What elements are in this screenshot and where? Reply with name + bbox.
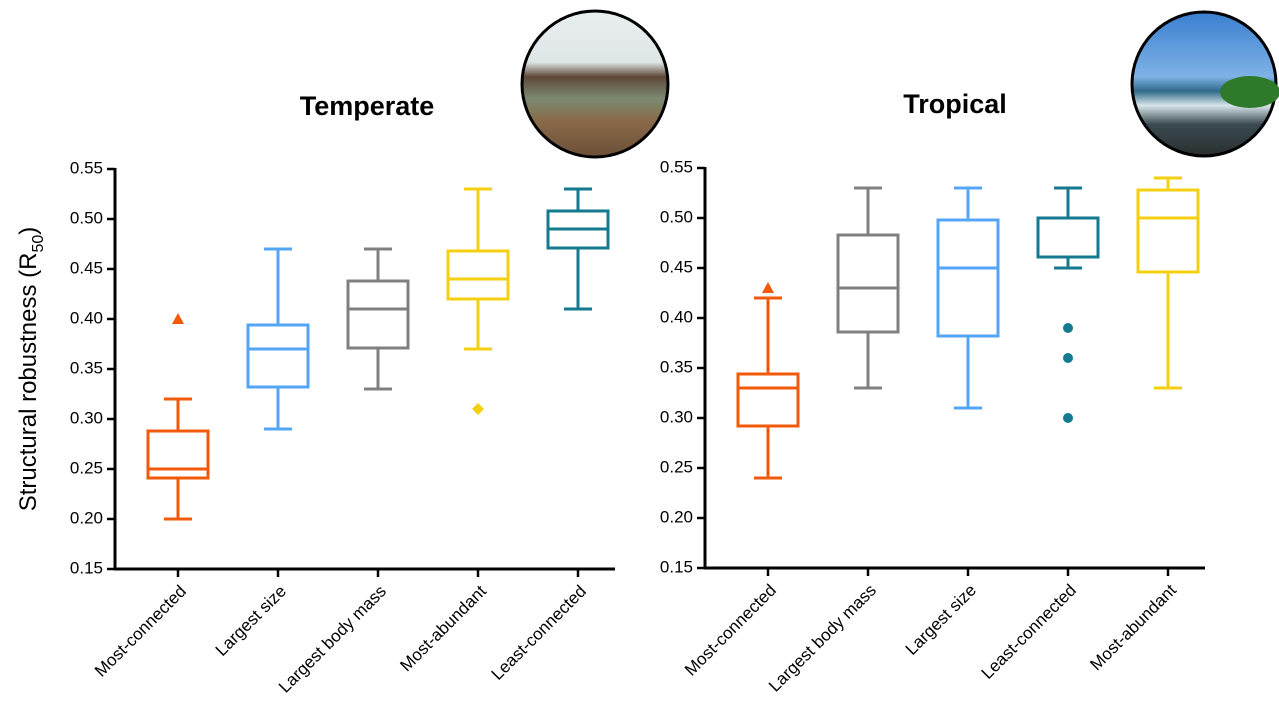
y-tick-label: 0.35: [70, 358, 103, 377]
outlier: [762, 282, 774, 293]
y-tick-label: 0.55: [70, 158, 103, 177]
chart-title: Tropical: [903, 89, 1007, 119]
box-plot: [346, 247, 410, 391]
box-plot: [736, 282, 800, 480]
photo-tropical: [1130, 10, 1279, 158]
box-plot: [836, 186, 900, 390]
y-tick-label: 0.30: [660, 407, 693, 426]
y-tick-label: 0.20: [70, 508, 103, 527]
box: [836, 233, 900, 334]
box: [1136, 188, 1200, 274]
x-tick-label: Most-abundant: [396, 581, 490, 675]
x-tick-label: Largest body mass: [275, 582, 390, 697]
photo-temperate: [520, 9, 670, 159]
outlier: [1063, 413, 1073, 423]
box: [346, 279, 410, 350]
chart-title: Temperate: [300, 91, 435, 121]
x-tick-label: Most-abundant: [1086, 580, 1180, 674]
y-axis-label: Structural robustness (R50): [15, 227, 46, 512]
y-tick-label: 0.50: [660, 207, 693, 226]
y-axis-label-part: 50: [30, 235, 47, 253]
y-tick-label: 0.25: [660, 457, 693, 476]
outlier: [472, 403, 484, 415]
box-plot: [936, 186, 1000, 410]
y-tick-label: 0.20: [660, 507, 693, 526]
y-tick-label: 0.50: [70, 208, 103, 227]
y-tick-label: 0.35: [660, 357, 693, 376]
y-axis-label-part: ): [15, 227, 42, 235]
box-plot: [1036, 186, 1100, 423]
x-tick-label: Largest size: [212, 582, 290, 660]
y-tick-label: 0.45: [660, 257, 693, 276]
y-axis-label-part: Structural robustness (R: [15, 253, 42, 512]
y-tick-label: 0.15: [660, 557, 693, 576]
outlier: [172, 313, 184, 324]
box-plot: [446, 187, 510, 415]
x-tick-label: Most-connected: [91, 582, 190, 681]
box: [146, 429, 210, 480]
box: [936, 218, 1000, 338]
box-plot: [546, 187, 610, 311]
box: [246, 323, 310, 389]
box-plot: [1136, 176, 1200, 390]
y-tick-label: 0.30: [70, 408, 103, 427]
y-tick-label: 0.40: [70, 308, 103, 327]
y-tick-label: 0.40: [660, 307, 693, 326]
y-tick-label: 0.45: [70, 258, 103, 277]
outlier: [1063, 353, 1073, 363]
x-tick-label: Least-connected: [488, 582, 590, 684]
box: [446, 249, 510, 301]
box-plot: [246, 247, 310, 431]
box: [1036, 216, 1100, 259]
y-tick-label: 0.15: [70, 558, 103, 577]
box: [736, 372, 800, 428]
y-tick-label: 0.55: [660, 157, 693, 176]
outlier: [1063, 323, 1073, 333]
y-tick-label: 0.25: [70, 458, 103, 477]
x-tick-label: Most-connected: [681, 581, 780, 680]
box-plot: [146, 313, 210, 521]
x-tick-label: Least-connected: [978, 581, 1080, 683]
x-tick-label: Largest size: [902, 581, 980, 659]
x-tick-label: Largest body mass: [765, 581, 880, 696]
